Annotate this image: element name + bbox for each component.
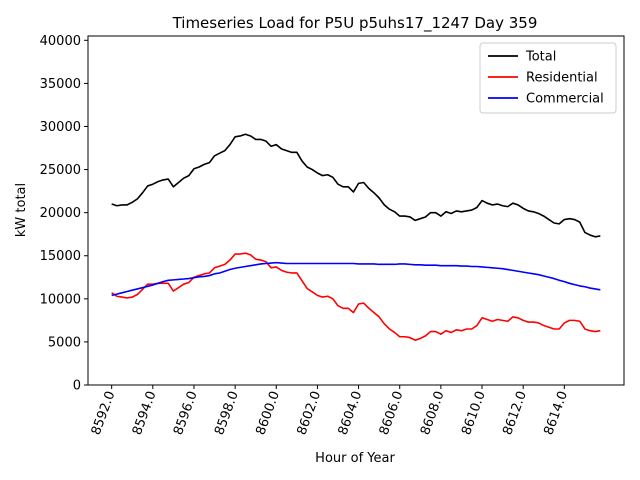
legend: Total Residential Commercial	[479, 42, 617, 114]
y-tick-label: 35000	[40, 77, 81, 92]
y-tick-label: 25000	[40, 163, 81, 178]
y-tick-label: 20000	[40, 206, 81, 221]
series-line-total	[111, 133, 601, 238]
y-tick-label: 40000	[40, 34, 81, 49]
y-tick-label: 5000	[48, 335, 81, 350]
y-axis: 0 5000 10000 15000 20000 25000 30000 35000 40000	[40, 34, 88, 394]
y-tick-label: 0	[73, 379, 81, 394]
y-tick-label: 15000	[40, 249, 81, 264]
legend-box	[479, 42, 617, 114]
plot-frame	[87, 35, 625, 386]
y-tick-label: 30000	[40, 120, 81, 135]
x-axis-title: Hour of Year	[315, 451, 395, 466]
legend-label-residential: Residential	[526, 71, 598, 86]
series-layer	[111, 133, 601, 341]
legend-label-commercial: Commercial	[526, 92, 604, 107]
y-axis-title: kW total	[14, 183, 29, 237]
chart-title: Timeseries Load for P5U p5uhs17_1247 Day…	[172, 14, 538, 33]
y-tick-label: 10000	[40, 292, 81, 307]
series-line-commercial	[111, 261, 601, 297]
plot-area	[87, 35, 625, 386]
legend-label-total: Total	[525, 50, 556, 65]
